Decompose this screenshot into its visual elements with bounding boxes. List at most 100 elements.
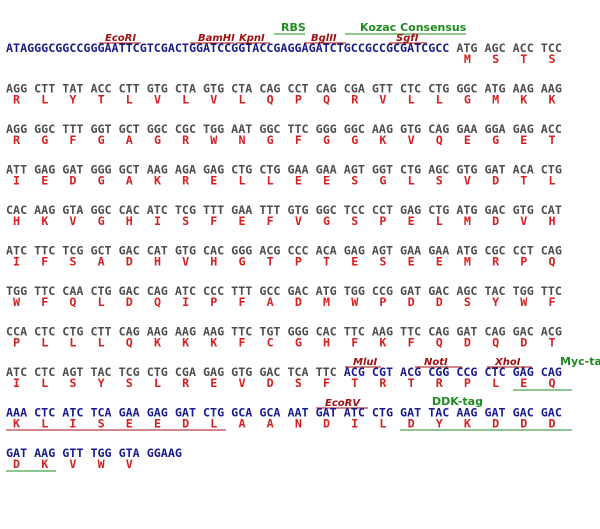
amino-acid: L: [41, 417, 48, 431]
amino-acid: F: [69, 133, 76, 147]
amino-acid: R: [182, 174, 190, 188]
dna-segment: ATG AGC ACC TCC: [449, 41, 562, 55]
amino-acid: D: [492, 174, 499, 188]
amino-acid: W: [13, 295, 21, 309]
amino-acid: K: [41, 457, 48, 471]
amino-acid: S: [351, 174, 358, 188]
amino-acid: I: [13, 376, 20, 390]
amino-acid: P: [295, 255, 302, 269]
amino-acid: G: [154, 133, 161, 147]
amino-acid: H: [13, 214, 20, 228]
enzyme-label: NotI: [424, 357, 448, 368]
amino-acid: E: [210, 376, 217, 390]
amino-acid: L: [436, 214, 443, 228]
feature-label: Myc-tag: [560, 355, 600, 368]
dna-segment: GAT AAG GTT TGG GTA GGAAG: [6, 446, 182, 460]
amino-acid: S: [436, 174, 443, 188]
amino-acid: V: [69, 457, 76, 471]
amino-acid: L: [548, 174, 555, 188]
dna-segment: ATT GAG GAT GGG GCT AAG AGA GAG CTG CTG …: [6, 163, 562, 177]
amino-acid: G: [295, 336, 302, 350]
amino-acid: I: [154, 214, 161, 228]
amino-acid: G: [323, 133, 330, 147]
amino-acid: A: [238, 417, 245, 431]
dna-sequence: ATT GAG GAT GGG GCT AAG AGA GAG CTG CTG …: [6, 163, 562, 177]
amino-acid: I: [13, 255, 20, 269]
amino-acid: D: [408, 295, 415, 309]
amino-acid: S: [548, 52, 555, 66]
amino-acid: R: [436, 376, 444, 390]
amino-acid: E: [210, 174, 217, 188]
amino-acid: L: [41, 93, 48, 107]
amino-acid: T: [520, 52, 527, 66]
amino-acid: M: [464, 255, 471, 269]
amino-acid: H: [210, 255, 217, 269]
amino-acid: E: [520, 133, 527, 147]
enzyme-label: MluI: [353, 357, 377, 368]
amino-acid: L: [41, 336, 48, 350]
amino-acid: Y: [492, 295, 499, 309]
amino-acid: T: [520, 174, 527, 188]
amino-acid: W: [520, 295, 528, 309]
amino-acid: H: [548, 214, 555, 228]
amino-acid: K: [13, 417, 20, 431]
amino-acid: K: [379, 133, 386, 147]
feature-label: DDK-tag: [432, 395, 483, 408]
amino-acid: A: [267, 295, 274, 309]
amino-acid: D: [520, 417, 527, 431]
amino-acid: H: [154, 255, 161, 269]
amino-acid: G: [238, 255, 245, 269]
amino-acid: V: [210, 93, 217, 107]
amino-acid: L: [154, 376, 161, 390]
amino-acid: E: [464, 133, 471, 147]
dna-sequence: ATAGGGCGGCCGGGAATTCGTCGACTGGATCCGGTACCGA…: [6, 41, 562, 55]
dna-sequence: AGG CTT TAT ACC CTT GTG CTA GTG CTA CAG …: [6, 82, 562, 96]
amino-acid: M: [323, 295, 330, 309]
amino-acid: G: [379, 174, 386, 188]
amino-acid: I: [13, 174, 20, 188]
amino-acid: S: [126, 376, 133, 390]
amino-acid: I: [182, 295, 189, 309]
amino-acid: F: [408, 336, 415, 350]
amino-acid: P: [464, 376, 471, 390]
amino-acid: V: [126, 457, 133, 471]
amino-acid: G: [41, 133, 48, 147]
amino-acid: T: [267, 255, 274, 269]
amino-acid: Y: [436, 417, 443, 431]
dna-sequence: TGG TTC CAA CTG GAC CAG ATC CCC TTT GCC …: [6, 284, 562, 298]
amino-acid: S: [295, 376, 302, 390]
amino-acid: Q: [492, 336, 499, 350]
enzyme-label: XhoI: [494, 357, 521, 368]
amino-acid: L: [267, 174, 274, 188]
amino-acid: C: [267, 336, 274, 350]
amino-acid: E: [323, 174, 330, 188]
amino-acid: K: [379, 336, 386, 350]
amino-acid: E: [351, 255, 358, 269]
amino-acid: G: [98, 133, 105, 147]
amino-acid: S: [69, 376, 76, 390]
amino-acid: V: [408, 133, 415, 147]
amino-acid: I: [351, 417, 358, 431]
amino-acid: T: [98, 93, 105, 107]
amino-acid: Q: [69, 295, 76, 309]
amino-acid: K: [182, 336, 189, 350]
amino-acid: Q: [548, 376, 555, 390]
dna-segment: AGG CTT TAT ACC CTT GTG CTA GTG CTA CAG …: [6, 82, 562, 96]
amino-acid: M: [492, 93, 499, 107]
amino-acid: Q: [548, 255, 555, 269]
amino-acid: N: [238, 133, 245, 147]
amino-acid: D: [295, 295, 302, 309]
amino-acid: E: [295, 174, 302, 188]
dna-segment: CCA CTC CTG CTT CAG AAG AAG AAG TTC TGT …: [6, 325, 562, 339]
dna-sequence: AAA CTC ATC TCA GAA GAG GAT CTG GCA GCA …: [6, 406, 562, 420]
amino-acid: E: [408, 255, 415, 269]
dna-segment: TGG TTC CAA CTG GAC CAG ATC CCC TTT GCC …: [6, 284, 562, 298]
amino-acid: A: [98, 255, 105, 269]
dna-segment: ATC TTC TCG GCT GAC CAT GTG CAC GGG ACG …: [6, 244, 562, 258]
amino-acid: L: [408, 174, 415, 188]
amino-acid: P: [379, 295, 386, 309]
amino-acid: D: [69, 174, 76, 188]
amino-acid: S: [182, 214, 189, 228]
amino-acid: P: [295, 93, 302, 107]
amino-acid: K: [41, 214, 48, 228]
